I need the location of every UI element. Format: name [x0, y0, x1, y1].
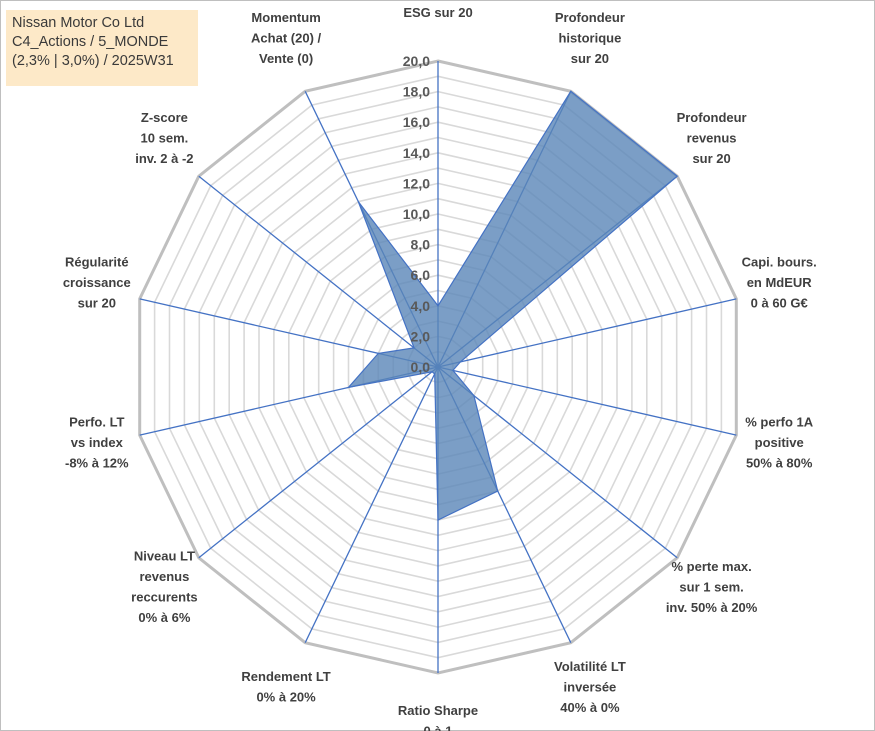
radar-tick-label: 0,0: [411, 359, 431, 375]
radar-tick-label: 12,0: [403, 175, 430, 191]
radar-series-area: [346, 90, 679, 521]
radar-axis-label: Niveau LT revenus reccurents 0% à 6%: [131, 549, 197, 626]
radar-tick-label: 2,0: [411, 328, 431, 344]
radar-axis-label: % perfo 1A positive 50% à 80%: [745, 415, 814, 471]
radar-tick-label: 16,0: [403, 114, 430, 130]
radar-spoke: [437, 366, 678, 559]
radar-axis-label: Régularité croissance sur 20: [63, 254, 131, 310]
radar-tick-label: 20,0: [403, 53, 430, 69]
radar-axis-label: NoteESG sur 20: [403, 0, 472, 20]
radar-tick-label: 18,0: [403, 84, 430, 100]
radar-axis-label: Profondeur revenus sur 20: [677, 110, 747, 166]
radar-axis-label: Profondeur historique sur 20: [555, 10, 625, 66]
radar-axis-label: Volatilité LT inversée 40% à 0%: [554, 659, 626, 715]
radar-spoke: [304, 366, 439, 643]
radar-tick-labels: 0,0 2,0 4,0 6,0 8,0 10,0 12,0 14,0 16,0 18,0 20,0: [403, 53, 430, 375]
radar-tick-label: 6,0: [411, 267, 431, 283]
info-box: Nissan Motor Co Ltd C4_Actions / 5_MONDE…: [6, 10, 198, 86]
radar-spoke: [437, 298, 737, 368]
radar-spoke: [198, 175, 439, 368]
radar-axis-label: Momentum Achat (20) / Vente (0): [251, 10, 321, 66]
radar-axis-label: Rendement LT 0% à 20%: [241, 669, 330, 705]
radar-spoke: [437, 366, 737, 436]
info-line-company: Nissan Motor Co Ltd: [12, 15, 145, 31]
info-line-period: (2,3% | 3,0%) / 2025W31: [12, 53, 174, 69]
radar-axis-label: % perte max. sur 1 sem. inv. 50% à 20%: [666, 559, 758, 615]
radar-series: [346, 90, 679, 521]
radar-axis-label: Z-score 10 sem. inv. 2 à -2: [135, 110, 193, 166]
radar-spoke: [198, 366, 439, 559]
radar-tick-label: 10,0: [403, 206, 430, 222]
radar-axis-label: Ratio Sharpe 0 à 1: [398, 703, 478, 731]
radar-tick-label: 4,0: [411, 298, 431, 314]
radar-tick-label: 14,0: [403, 145, 430, 161]
radar-axis-label: Capi. bours. en MdEUR 0 à 60 G€: [742, 254, 817, 310]
radar-axis-label: Perfo. LT vs index -8% à 12%: [65, 415, 129, 471]
radar-tick-label: 8,0: [411, 237, 431, 253]
info-line-category: C4_Actions / 5_MONDE: [12, 34, 169, 50]
